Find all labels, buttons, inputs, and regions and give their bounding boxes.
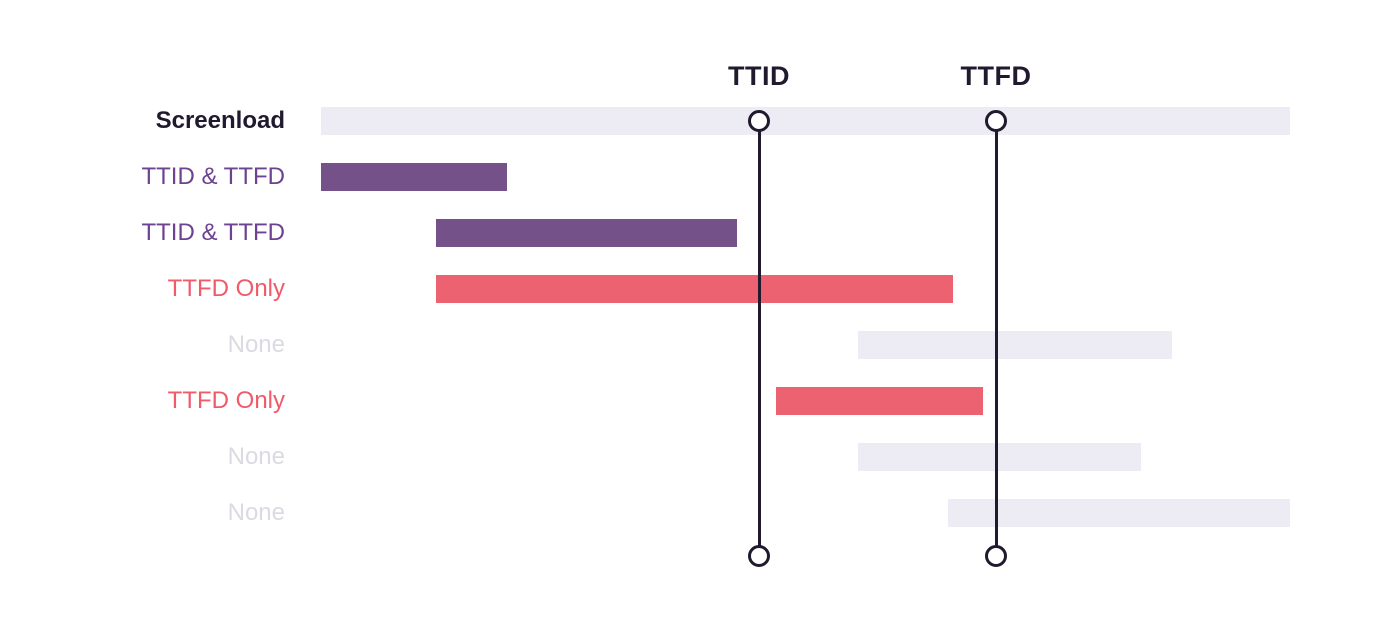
span-bar — [858, 331, 1172, 359]
row-label: TTFD Only — [167, 387, 285, 414]
row-label: Screenload — [155, 107, 285, 134]
marker-ttid-line — [757, 121, 761, 556]
row-label: TTID & TTFD — [141, 163, 285, 190]
marker-ttfd-circle-bottom — [985, 545, 1007, 567]
span-bar — [321, 107, 1290, 135]
row-screenload: Screenload — [0, 107, 1400, 135]
marker-ttfd-label: TTFD — [960, 61, 1032, 91]
marker-ttid-circle-bottom — [748, 545, 770, 567]
row-label: TTID & TTFD — [141, 219, 285, 246]
row-label: None — [227, 331, 285, 358]
row-label: TTFD Only — [167, 275, 285, 302]
row-none-2: None — [0, 443, 1400, 471]
marker-ttfd-circle-top — [985, 110, 1007, 132]
span-bar — [948, 499, 1290, 527]
span-bar — [858, 443, 1141, 471]
row-none-1: None — [0, 331, 1400, 359]
span-bar — [321, 163, 507, 191]
span-bar — [436, 275, 953, 303]
marker-ttfd-line — [994, 121, 998, 556]
span-bar — [776, 387, 983, 415]
row-label: None — [227, 443, 285, 470]
marker-ttid-circle-top — [748, 110, 770, 132]
row-label: None — [227, 499, 285, 526]
row-ttfd-only-1: TTFD Only — [0, 275, 1400, 303]
marker-ttid-label: TTID — [728, 61, 790, 91]
row-ttfd-only-2: TTFD Only — [0, 387, 1400, 415]
row-ttid-ttfd-2: TTID & TTFD — [0, 219, 1400, 247]
row-ttid-ttfd-1: TTID & TTFD — [0, 163, 1400, 191]
row-none-3: None — [0, 499, 1400, 527]
span-bar — [436, 219, 737, 247]
